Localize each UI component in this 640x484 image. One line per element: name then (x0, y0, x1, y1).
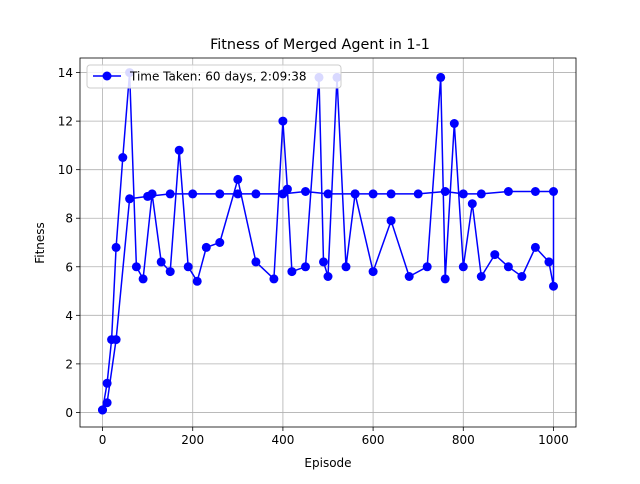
x-tick-label: 600 (362, 433, 385, 447)
y-tick-label: 0 (65, 406, 73, 420)
data-point (278, 116, 288, 126)
data-point (251, 257, 261, 267)
legend-box (86, 64, 342, 89)
data-point (233, 174, 243, 184)
data-point (125, 194, 135, 204)
y-tick-label: 14 (58, 66, 73, 80)
data-point (549, 187, 558, 196)
data-point (138, 274, 148, 284)
data-point (440, 187, 450, 196)
data-point (102, 398, 112, 408)
data-point (111, 335, 121, 345)
data-point (368, 189, 378, 199)
axes-frame (79, 57, 577, 428)
legend: Time Taken: 60 days, 2:09:38 (86, 64, 342, 89)
data-point (192, 276, 202, 286)
x-tick-label: 1000 (538, 433, 569, 447)
data-point (368, 267, 378, 277)
data-point (413, 189, 423, 199)
data-point (549, 281, 558, 291)
data-point (449, 119, 459, 128)
data-point (156, 257, 166, 267)
data-point (386, 216, 396, 226)
chart-title: Fitness of Merged Agent in 1-1 (210, 37, 430, 53)
x-tick-label: 0 (99, 433, 107, 447)
data-point (143, 191, 153, 201)
data-point (530, 242, 540, 252)
data-point (490, 250, 500, 260)
y-axis-label: Fitness (33, 222, 47, 264)
data-point (301, 262, 310, 272)
data-point (404, 272, 414, 281)
data-point (422, 262, 432, 272)
axes (76, 57, 577, 431)
legend-entry-label: Time Taken: 60 days, 2:09:38 (129, 70, 307, 84)
data-point (215, 238, 225, 247)
data-point (530, 187, 540, 196)
data-point (458, 189, 468, 199)
data-point (544, 257, 554, 267)
data-point (278, 189, 288, 199)
legend-marker-sample (102, 71, 112, 81)
data-point (165, 189, 175, 199)
data-point (165, 267, 175, 277)
data-point (323, 272, 333, 281)
data-point (323, 189, 333, 199)
tick-labels: 0 200 400 600 800 1000 0 2 4 6 8 10 12 14 (58, 66, 569, 447)
x-tick-label: 800 (452, 433, 475, 447)
data-point (458, 262, 468, 272)
data-point (503, 262, 513, 272)
data-point (436, 72, 446, 82)
data-point (269, 274, 279, 284)
data-point (183, 262, 193, 272)
data-point (319, 257, 328, 267)
data-point (476, 189, 486, 199)
x-tick-label: 400 (271, 433, 294, 447)
y-tick-label: 2 (65, 357, 73, 371)
data-point (98, 405, 107, 415)
data-point (201, 242, 211, 252)
data-point (503, 187, 513, 196)
data-point (215, 189, 225, 199)
data-point (111, 242, 121, 252)
y-tick-label: 10 (58, 163, 73, 177)
y-tick-label: 12 (58, 115, 73, 129)
y-tick-label: 6 (65, 260, 73, 274)
data-point (341, 262, 351, 272)
series-layer (98, 68, 558, 415)
plot-area (80, 58, 576, 427)
data-point (233, 189, 243, 199)
data-point (517, 272, 527, 281)
data-point (301, 187, 310, 196)
plot-background (80, 58, 576, 427)
data-point (118, 153, 128, 162)
x-tick-label: 200 (181, 433, 204, 447)
data-point (251, 189, 261, 199)
x-axis-label: Episode (304, 456, 351, 470)
data-point (386, 189, 396, 199)
y-tick-label: 8 (65, 212, 73, 226)
data-point (467, 199, 477, 209)
data-point (102, 378, 112, 388)
data-point (188, 189, 198, 199)
y-tick-label: 4 (65, 309, 73, 323)
data-point (131, 262, 141, 272)
data-point (350, 189, 360, 199)
data-point (174, 145, 184, 155)
data-point (440, 274, 450, 284)
data-point (287, 267, 297, 277)
data-point (476, 272, 486, 281)
